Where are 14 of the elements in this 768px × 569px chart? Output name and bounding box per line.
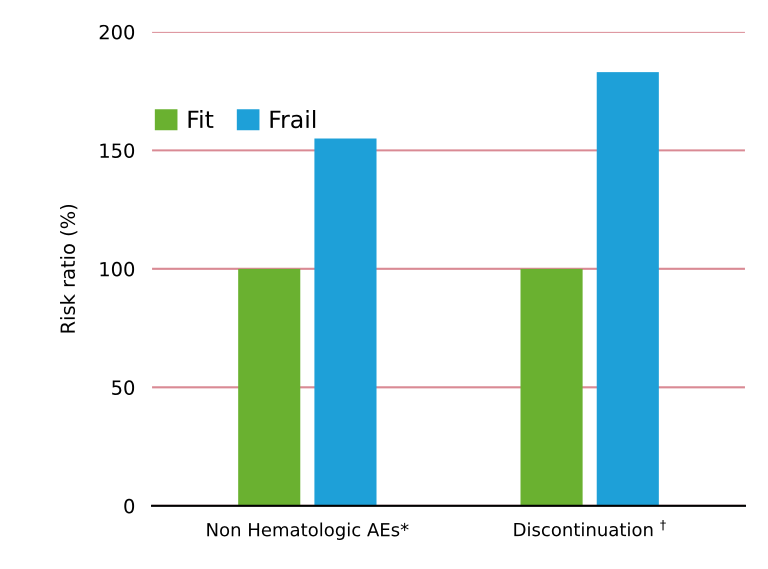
y-tick-label: 0 xyxy=(124,498,134,514)
bar xyxy=(238,268,300,506)
x-tick-label: Non Hematologic AEs* xyxy=(207,522,409,540)
legend-label: Frail xyxy=(270,110,316,128)
y-tick-label: 200 xyxy=(100,24,134,40)
y-tick-label: 50 xyxy=(112,380,134,396)
legend-label: Fit xyxy=(188,110,214,128)
y-axis-title: Risk ratio (%) xyxy=(60,204,78,333)
bar xyxy=(520,268,583,506)
y-tick-label: 150 xyxy=(100,143,134,158)
x-tick-label: Discontinuation $^{†}$ xyxy=(514,520,666,536)
bar xyxy=(314,138,377,506)
y-tick-label: 100 xyxy=(100,262,134,277)
bar xyxy=(596,72,659,506)
